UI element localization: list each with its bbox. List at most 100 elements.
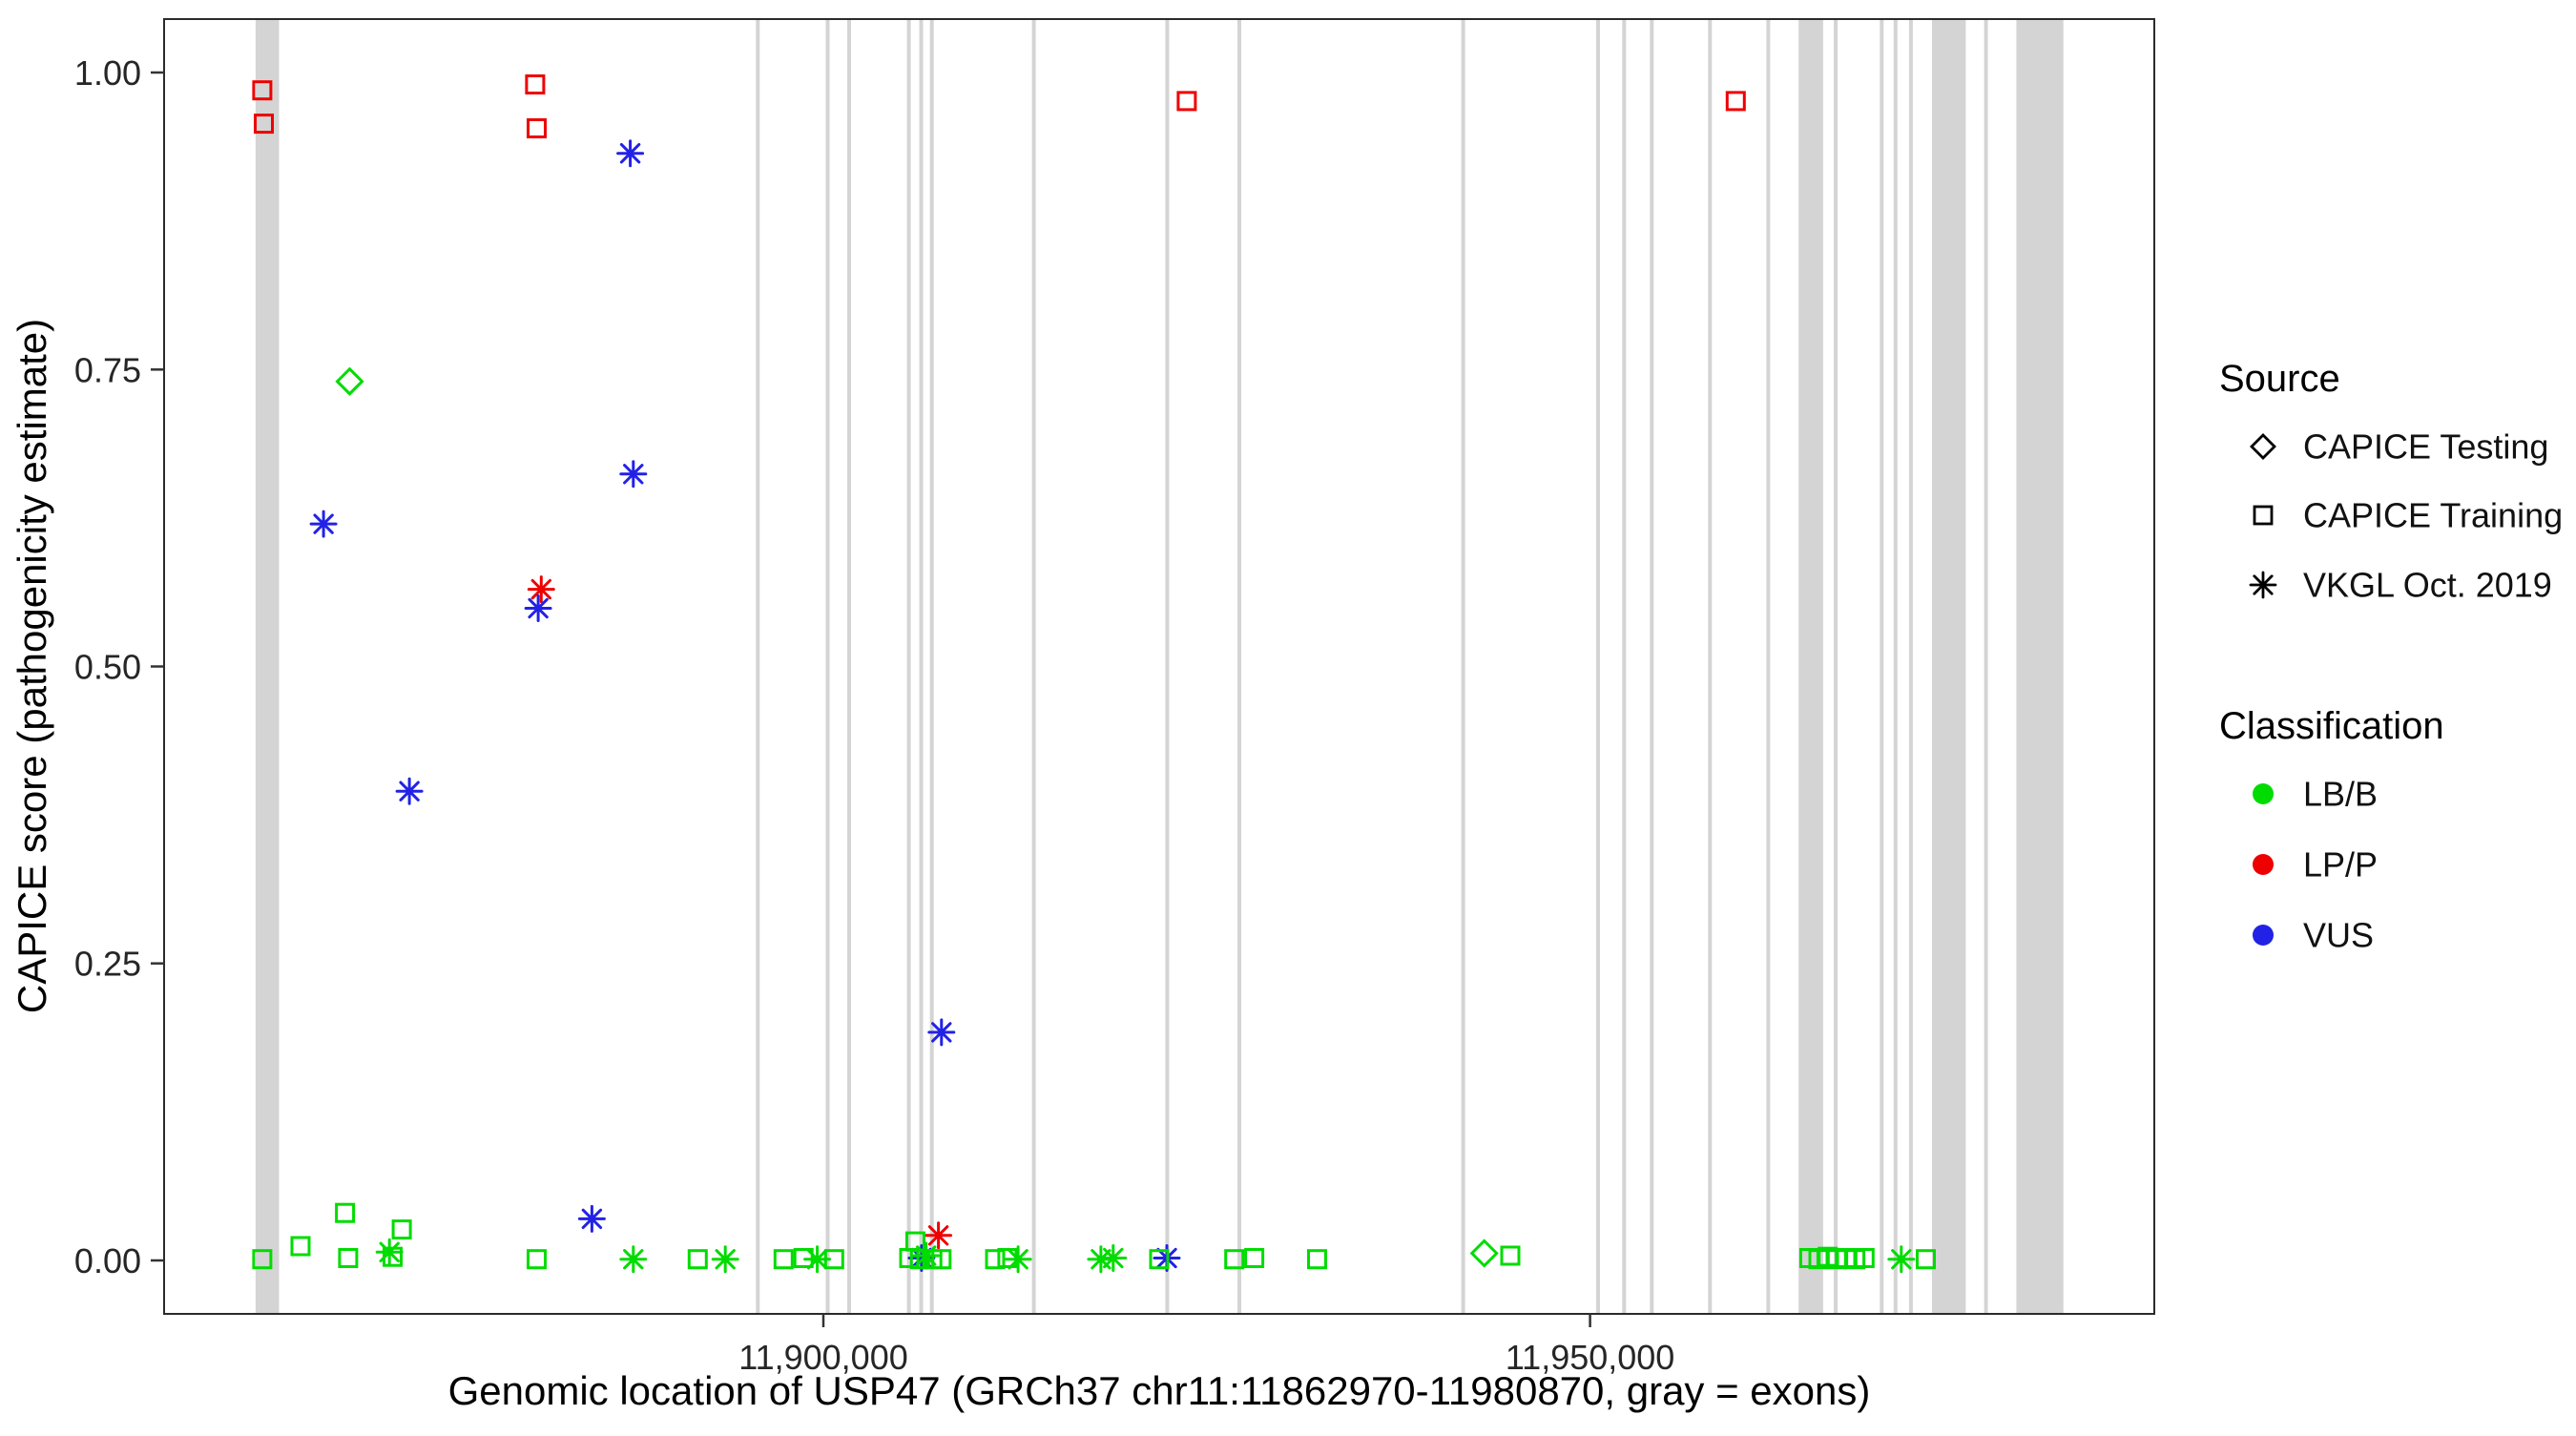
exon-bar <box>1622 19 1627 1314</box>
data-point <box>527 575 555 604</box>
lbb-dot-icon <box>2253 783 2274 804</box>
exon-bar <box>1893 19 1898 1314</box>
exon-bar <box>1932 19 1966 1314</box>
data-point <box>985 1249 1006 1270</box>
data-point <box>290 1236 311 1257</box>
legend-item-capice-training: CAPICE Training <box>2253 496 2563 535</box>
y-tick-label: 0.00 <box>74 1241 141 1280</box>
legend-item-label: VUS <box>2303 916 2374 955</box>
panel-background <box>164 19 2154 1314</box>
data-point <box>619 1245 648 1274</box>
data-point <box>309 510 338 538</box>
exon-bar <box>1708 19 1713 1314</box>
data-point <box>823 1249 844 1270</box>
data-point <box>927 1018 956 1047</box>
legend-item-lbb: LB/B <box>2253 775 2378 814</box>
exon-bar <box>1834 19 1839 1314</box>
legend-classification-title: Classification <box>2219 705 2444 747</box>
legend-source-title: Source <box>2219 358 2340 400</box>
exons-layer <box>255 19 2064 1314</box>
data-point <box>1307 1249 1327 1270</box>
exon-bar <box>1650 19 1654 1314</box>
data-point <box>1244 1248 1265 1268</box>
data-point <box>912 1241 941 1270</box>
y-tick-label: 0.50 <box>74 648 141 687</box>
x-axis-title: Genomic location of USP47 (GRCh37 chr11:… <box>448 1368 1871 1413</box>
data-point <box>524 594 552 622</box>
data-point <box>687 1249 708 1270</box>
exon-bar <box>1984 19 1988 1314</box>
data-point <box>619 460 648 489</box>
diamond-icon <box>2250 433 2276 460</box>
data-point <box>335 1202 356 1223</box>
data-point <box>1500 1245 1521 1266</box>
exon-bar <box>1031 19 1036 1314</box>
lpp-dot-icon <box>2253 854 2274 875</box>
data-point <box>1149 1249 1170 1270</box>
data-point <box>527 1249 547 1270</box>
data-point <box>924 1221 953 1250</box>
y-tick-label: 0.25 <box>74 945 141 984</box>
data-point <box>803 1245 832 1274</box>
data-point <box>1099 1244 1128 1272</box>
exon-bar <box>1766 19 1771 1314</box>
legend-item-label: CAPICE Training <box>2303 496 2563 535</box>
x-tick-label: 11,950,000 <box>1506 1338 1675 1377</box>
exon-bar <box>919 19 924 1314</box>
data-point <box>1224 1249 1245 1270</box>
legend-item-vkgl: VKGL Oct. 2019 <box>2249 566 2552 605</box>
exon-bar <box>255 19 280 1314</box>
data-point <box>252 80 273 101</box>
exon-bar <box>929 19 934 1314</box>
data-point <box>1176 91 1197 112</box>
legend-item-label: LB/B <box>2303 775 2378 814</box>
data-point <box>1004 1245 1032 1274</box>
data-point <box>525 74 546 94</box>
exon-bar <box>825 19 830 1314</box>
data-point <box>711 1245 739 1274</box>
exon-bar <box>1880 19 1884 1314</box>
data-point <box>375 1238 404 1266</box>
legend-item-lpp: LP/P <box>2253 845 2378 884</box>
exon-bar <box>1908 19 1913 1314</box>
data-point <box>252 1249 273 1270</box>
data-point <box>527 118 547 138</box>
exon-bar <box>906 19 911 1314</box>
asterisk-icon <box>2249 571 2277 599</box>
exon-bar <box>2016 19 2064 1314</box>
data-point <box>383 1246 403 1267</box>
data-point <box>391 1219 412 1240</box>
y-tick-label: 1.00 <box>74 53 141 93</box>
exon-bar <box>1596 19 1600 1314</box>
data-point <box>931 1249 952 1270</box>
exon-bar <box>1237 19 1241 1314</box>
legend-item-label: VKGL Oct. 2019 <box>2303 566 2552 605</box>
data-point <box>254 114 274 135</box>
legend-item-capice-testing: CAPICE Testing <box>2250 427 2548 467</box>
exon-bar <box>756 19 760 1314</box>
vus-dot-icon <box>2253 925 2274 946</box>
axes-layer: 11,900,000 11,950,000 0.00 0.25 0.50 0.75 1.00 <box>74 53 1674 1377</box>
data-point <box>907 1244 936 1272</box>
data-point <box>335 366 364 396</box>
exon-bar <box>1461 19 1465 1314</box>
x-tick-label: 11,900,000 <box>738 1338 908 1377</box>
data-point <box>1469 1238 1499 1268</box>
exon-bar <box>847 19 851 1314</box>
y-axis-title: CAPICE score (pathogenicity estimate) <box>10 319 54 1013</box>
legend-item-vus: VUS <box>2253 916 2374 955</box>
data-point <box>1725 91 1746 112</box>
data-point <box>577 1204 606 1233</box>
data-point <box>1854 1248 1875 1268</box>
data-point <box>773 1249 794 1270</box>
y-tick-label: 0.75 <box>74 350 141 389</box>
exon-bar <box>1798 19 1823 1314</box>
points-layer <box>252 74 1936 1274</box>
exon-bar <box>1165 19 1170 1314</box>
legend-item-label: CAPICE Testing <box>2303 427 2548 467</box>
legend-item-label: LP/P <box>2303 845 2378 884</box>
data-point <box>395 777 424 805</box>
data-point <box>338 1248 359 1268</box>
